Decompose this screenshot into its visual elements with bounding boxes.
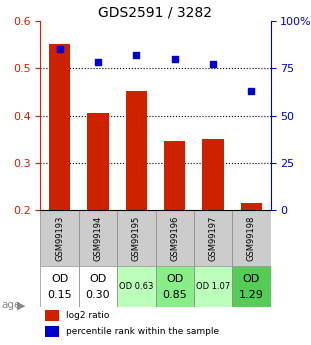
Text: OD 0.63: OD 0.63 [119, 282, 154, 291]
Bar [117, 210, 156, 266]
Bar [49, 45, 70, 305]
Text: percentile rank within the sample: percentile rank within the sample [66, 327, 219, 336]
Text: 0.30: 0.30 [86, 290, 110, 300]
Text: 0.15: 0.15 [47, 290, 72, 300]
Text: OD 1.07: OD 1.07 [196, 282, 230, 291]
Bar [232, 210, 271, 266]
Bar [40, 266, 79, 307]
Point [249, 88, 254, 94]
Text: OD: OD [166, 274, 183, 284]
Text: OD: OD [89, 274, 107, 284]
Bar [202, 139, 224, 305]
Bar [194, 210, 232, 266]
Point [57, 47, 62, 52]
Bar [117, 266, 156, 307]
Point [211, 62, 216, 67]
Bar [87, 113, 109, 305]
Bar [45, 310, 59, 321]
Bar [40, 210, 79, 266]
Point [95, 60, 100, 65]
Bar [126, 91, 147, 305]
Bar [79, 266, 117, 307]
Text: ▶: ▶ [17, 300, 26, 310]
Text: 1.29: 1.29 [239, 290, 264, 300]
Text: GSM99197: GSM99197 [209, 215, 217, 261]
Text: OD: OD [243, 274, 260, 284]
Bar [79, 210, 117, 266]
Text: log2 ratio: log2 ratio [66, 311, 109, 320]
Text: GSM99196: GSM99196 [170, 215, 179, 261]
Text: age: age [2, 300, 21, 310]
Bar [241, 203, 262, 305]
Bar [232, 266, 271, 307]
Bar [156, 266, 194, 307]
Bar [45, 326, 59, 337]
Title: GDS2591 / 3282: GDS2591 / 3282 [99, 6, 212, 20]
Text: GSM99194: GSM99194 [94, 215, 102, 261]
Text: 0.85: 0.85 [162, 290, 187, 300]
Text: GSM99193: GSM99193 [55, 215, 64, 261]
Point [134, 52, 139, 58]
Point [172, 56, 177, 61]
Text: OD: OD [51, 274, 68, 284]
Bar [164, 141, 185, 305]
Bar [194, 266, 232, 307]
Text: GSM99195: GSM99195 [132, 215, 141, 261]
Bar [156, 210, 194, 266]
Text: GSM99198: GSM99198 [247, 215, 256, 261]
